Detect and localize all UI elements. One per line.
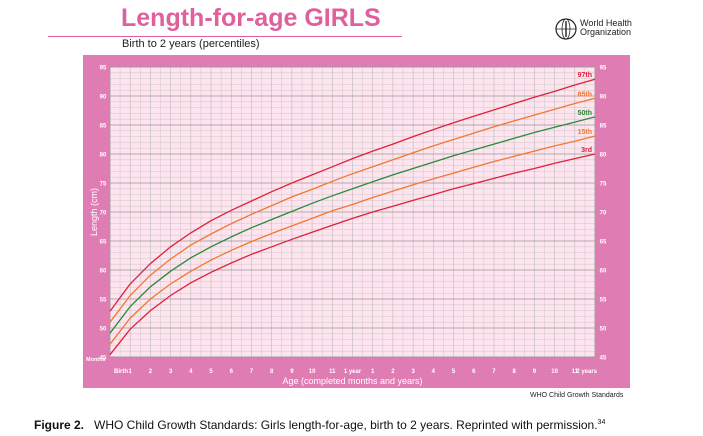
x-tick-label: 10 <box>309 369 316 375</box>
y-tick-label-left: 50 <box>100 327 107 333</box>
series-label-3rd: 3rd <box>581 147 592 154</box>
figure-caption: Figure 2. WHO Child Growth Standards: Gir… <box>34 418 605 432</box>
y-tick-label-left: 45 <box>100 356 107 362</box>
x-tick-label: 1 <box>129 369 133 375</box>
x-tick-label: 3 <box>411 369 415 375</box>
x-tick-label: 8 <box>512 369 516 375</box>
y-tick-label-left: 55 <box>100 298 107 304</box>
chart-credit: WHO Child Growth Standards <box>530 392 624 399</box>
y-tick-label-right: 60 <box>600 269 607 275</box>
page-title: Length-for-age GIRLS <box>121 4 381 32</box>
x-tick-label: 8 <box>270 369 274 375</box>
x-tick-label: 6 <box>230 369 234 375</box>
y-axis-title: Length (cm) <box>89 188 99 236</box>
y-tick-label-right: 70 <box>600 211 607 217</box>
x-tick-label: 2 <box>149 369 153 375</box>
x-tick-label: 2 years <box>576 369 597 375</box>
who-emblem-icon <box>555 18 577 40</box>
y-tick-label-right: 65 <box>600 240 607 246</box>
series-label-85th: 85th <box>578 91 592 98</box>
x-tick-label: 9 <box>533 369 537 375</box>
x-tick-label: 1 year <box>344 369 362 375</box>
x-axis-title: Age (completed months and years) <box>282 376 422 386</box>
x-tick-label: 3 <box>169 369 173 375</box>
y-tick-label-left: 75 <box>100 182 107 188</box>
caption-text: WHO Child Growth Standards: Girls length… <box>94 418 598 432</box>
series-line-15th <box>109 135 596 345</box>
x-tick-label: 7 <box>250 369 254 375</box>
x-tick-label: 9 <box>290 369 294 375</box>
y-tick-label-right: 85 <box>600 124 607 130</box>
y-tick-label-right: 95 <box>600 66 607 72</box>
organization-name: World Health Organization <box>580 19 640 37</box>
series-line-97th <box>109 78 596 312</box>
x-tick-label: 2 <box>391 369 395 375</box>
y-tick-label-right: 80 <box>600 153 607 159</box>
y-tick-label-left: 70 <box>100 211 107 217</box>
y-tick-label-right: 45 <box>600 356 607 362</box>
y-tick-label-left: 65 <box>100 240 107 246</box>
x-tick-label: 7 <box>492 369 496 375</box>
x-tick-label: 10 <box>551 369 558 375</box>
y-tick-label-left: 95 <box>100 66 107 72</box>
x-tick-label: 11 <box>329 369 336 375</box>
y-tick-label-right: 55 <box>600 298 607 304</box>
x-tick-label: 4 <box>189 369 193 375</box>
page-subtitle: Birth to 2 years (percentiles) <box>122 38 260 50</box>
y-tick-label-right: 75 <box>600 182 607 188</box>
org-name-line2: Organization <box>580 27 632 37</box>
y-tick-label-left: 85 <box>100 124 107 130</box>
x-axis-corner-label: Months <box>86 357 106 363</box>
series-label-97th: 97th <box>578 72 592 79</box>
plot-border <box>109 66 596 358</box>
series-line-85th <box>109 97 596 323</box>
y-tick-label-right: 50 <box>600 327 607 333</box>
y-tick-label-left: 90 <box>100 95 107 101</box>
org-name-line1: World Health <box>580 18 632 28</box>
x-tick-label: 5 <box>209 369 213 375</box>
y-tick-label-left: 60 <box>100 269 107 275</box>
series-label-15th: 15th <box>578 129 592 136</box>
x-tick-label: 5 <box>452 369 456 375</box>
series-label-50th: 50th <box>578 110 592 117</box>
caption-label: Figure 2. <box>34 418 85 432</box>
x-tick-label: 11 <box>572 369 579 375</box>
series-line-50th <box>109 116 596 334</box>
y-tick-label-right: 90 <box>600 95 607 101</box>
title-divider <box>48 36 402 37</box>
x-tick-label: 6 <box>472 369 476 375</box>
x-tick-label: 1 <box>371 369 375 375</box>
y-tick-label-left: 80 <box>100 153 107 159</box>
x-tick-label: 4 <box>432 369 436 375</box>
x-tick-label: Birth <box>114 369 128 375</box>
caption-reference: 34 <box>597 419 606 426</box>
series-line-3rd <box>109 153 596 356</box>
